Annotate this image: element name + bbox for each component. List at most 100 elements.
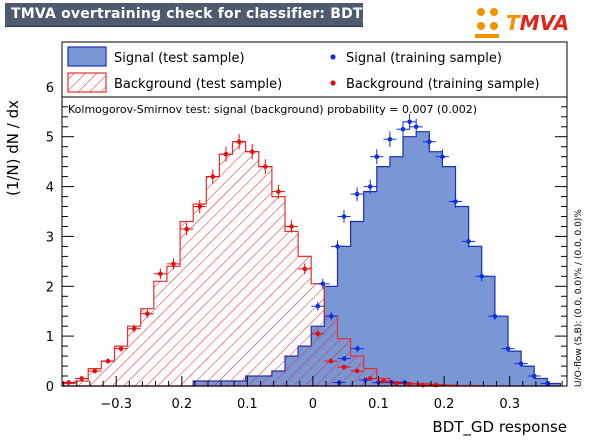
background-test-histogram-path (61, 141, 561, 387)
background-training-marker (289, 224, 294, 229)
signal-training-marker (367, 184, 373, 189)
background-training-marker (381, 378, 386, 384)
background-training-marker (105, 358, 111, 364)
signal-training-point (435, 149, 449, 165)
title-bar: TMVA overtraining check for classifier: … (5, 3, 393, 27)
y-tick-label: 4 (46, 181, 54, 196)
background-training-point (153, 268, 167, 280)
signal-training-point (475, 271, 489, 282)
signal-training-point (448, 194, 463, 209)
signal-training-point (324, 312, 338, 321)
background-training-point (193, 199, 207, 214)
y-axis-label: (1/N) dN / dx (4, 100, 22, 196)
x-axis-label: BDT_GD response (432, 418, 567, 437)
signal-training-point (351, 345, 365, 352)
chart-title: TMVA overtraining check for classifier: … (11, 6, 394, 22)
signal-training-point (540, 381, 554, 386)
signal-training-marker (545, 381, 550, 386)
x-tick-label: 0 (309, 397, 317, 412)
x-tick-label: 0.2 (434, 397, 455, 412)
ks-test-annotation: Kolmogorov-Smirnov test: signal (backgro… (68, 103, 477, 116)
signal-training-point (527, 373, 541, 379)
signal-training-marker (387, 136, 393, 142)
signal-training-point (396, 121, 410, 138)
signal-training-point (383, 131, 397, 147)
signal-training-marker (427, 139, 432, 144)
signal-training-point (337, 210, 351, 223)
background-training-marker (184, 226, 189, 232)
y-tick-label: 0 (46, 380, 54, 395)
background-training-marker (79, 376, 84, 381)
logo-dots-icon (475, 8, 499, 38)
signal-training-marker (374, 154, 380, 159)
signal-training-point (337, 356, 351, 362)
signal-training-point (488, 312, 502, 321)
logo-text: TMVA (506, 11, 570, 35)
background-training-marker (394, 381, 399, 386)
background-training-marker (420, 382, 426, 388)
signal-training-marker (518, 361, 524, 366)
background-training-marker (171, 261, 176, 267)
background-test-histogram (61, 141, 561, 387)
x-tick-label: 0.3 (499, 397, 520, 412)
legend-background-training-label: Background (training sample) (346, 77, 540, 92)
signal-training-marker (335, 244, 340, 249)
background-training-marker (158, 271, 163, 277)
background-training-marker (367, 376, 373, 381)
background-training-marker (302, 266, 308, 272)
y-tick-label: 3 (46, 230, 54, 245)
background-training-marker (407, 381, 412, 387)
signal-training-marker (400, 126, 406, 132)
signal-training-point (422, 134, 436, 150)
background-training-marker (263, 164, 268, 169)
background-training-point (245, 144, 259, 160)
background-training-marker (276, 189, 281, 194)
signal-training-marker (320, 281, 326, 287)
signal-training-point (501, 345, 515, 352)
signal-training-marker (329, 313, 334, 319)
background-training-marker (328, 358, 334, 364)
signal-training-point (311, 301, 325, 311)
signal-training-marker (413, 124, 419, 130)
training-points (62, 113, 554, 388)
signal-training-point (462, 235, 476, 248)
signal-training-marker (453, 199, 458, 204)
background-training-point (363, 376, 377, 381)
background-training-point (271, 184, 285, 199)
background-training-marker (249, 149, 255, 154)
background-training-marker (433, 382, 439, 388)
signal-training-point (370, 149, 384, 165)
x-tick-label: 0.1 (237, 397, 258, 412)
background-training-point (140, 309, 154, 318)
background-training-point (88, 368, 102, 374)
legend-signal-test-swatch (67, 46, 107, 67)
signal-training-marker (466, 239, 471, 244)
background-training-marker (131, 326, 137, 332)
y-tick-label: 2 (46, 280, 54, 295)
background-training-marker (118, 346, 124, 351)
y-tick-label: 5 (46, 131, 54, 146)
overflow-label: U/O-flow (S,B): (0.0, 0.0)% / (0.0, 0.0)… (574, 209, 584, 387)
legend: Signal (test sample) Background (test sa… (61, 41, 568, 98)
tmva-logo: TMVA (470, 5, 585, 43)
signal-training-point (514, 361, 528, 367)
signal-training-marker (342, 356, 347, 361)
background-training-point (75, 376, 89, 381)
background-training-point (127, 324, 141, 333)
signal-training-marker (492, 313, 498, 319)
background-training-marker (354, 368, 360, 374)
signal-training-point (409, 118, 423, 135)
signal-training-marker (341, 214, 347, 219)
signal-training-point (350, 187, 364, 201)
background-training-marker (145, 311, 150, 317)
signal-training-marker (315, 303, 321, 309)
x-tick-label: −0.3 (100, 397, 132, 412)
background-training-point (285, 220, 299, 233)
background-training-point (232, 134, 246, 150)
background-training-marker (66, 380, 71, 385)
legend-signal-training-marker (330, 54, 336, 60)
legend-signal-training-label: Signal (training sample) (346, 51, 502, 66)
signal-training-marker (531, 373, 537, 379)
background-training-marker (223, 151, 229, 157)
